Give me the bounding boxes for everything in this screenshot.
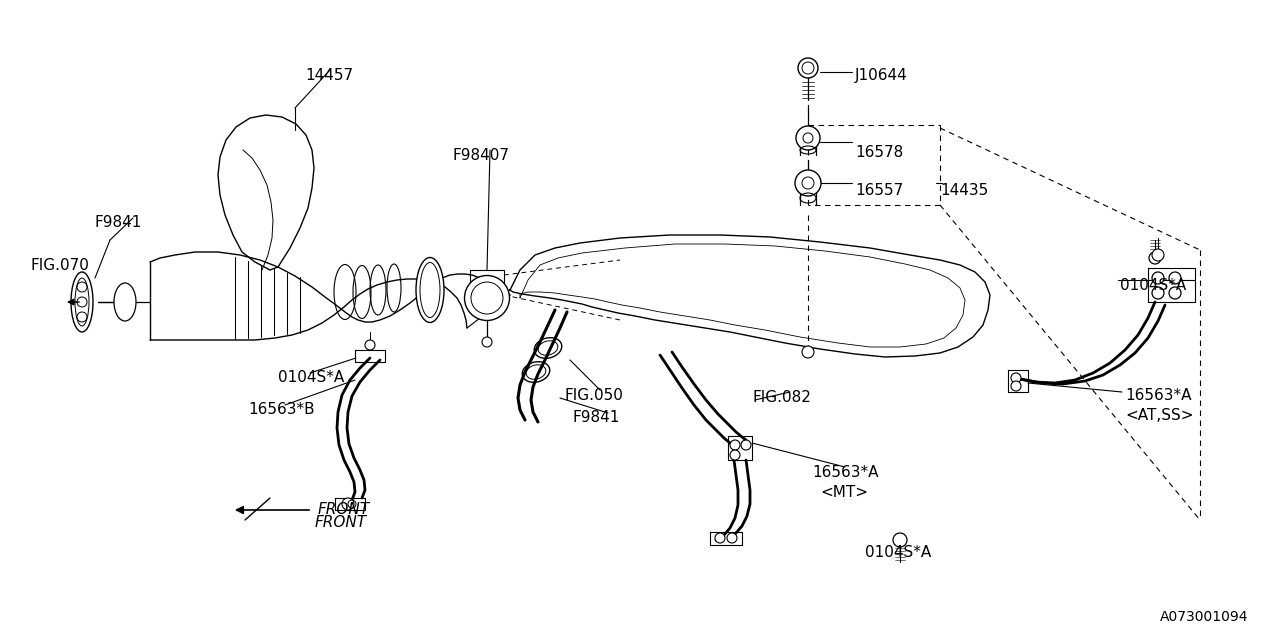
Text: 0104S*A: 0104S*A bbox=[865, 545, 932, 560]
Text: 16557: 16557 bbox=[855, 183, 904, 198]
Text: F9841: F9841 bbox=[573, 410, 621, 425]
Circle shape bbox=[1152, 249, 1164, 261]
Polygon shape bbox=[728, 436, 753, 460]
Circle shape bbox=[77, 297, 87, 307]
Polygon shape bbox=[1009, 370, 1028, 392]
Ellipse shape bbox=[70, 272, 93, 332]
Circle shape bbox=[727, 533, 737, 543]
Text: FIG.070: FIG.070 bbox=[29, 258, 88, 273]
Circle shape bbox=[77, 282, 87, 292]
Text: 16563*A: 16563*A bbox=[812, 465, 878, 480]
Circle shape bbox=[803, 177, 814, 189]
Text: A073001094: A073001094 bbox=[1160, 610, 1248, 624]
Circle shape bbox=[1152, 272, 1164, 284]
Circle shape bbox=[795, 170, 820, 196]
Circle shape bbox=[730, 440, 740, 450]
Circle shape bbox=[730, 450, 740, 460]
Polygon shape bbox=[1148, 268, 1196, 302]
Text: <MT>: <MT> bbox=[820, 485, 868, 500]
Text: 14457: 14457 bbox=[305, 68, 353, 83]
Polygon shape bbox=[710, 532, 742, 545]
Circle shape bbox=[803, 346, 814, 358]
Text: FIG.082: FIG.082 bbox=[753, 390, 812, 405]
Ellipse shape bbox=[416, 257, 444, 323]
Circle shape bbox=[1011, 381, 1021, 391]
Text: FRONT: FRONT bbox=[315, 515, 367, 530]
Text: F9841: F9841 bbox=[95, 215, 142, 230]
Circle shape bbox=[365, 340, 375, 350]
Text: FIG.050: FIG.050 bbox=[564, 388, 623, 403]
Circle shape bbox=[803, 62, 814, 74]
Text: 0104S*A: 0104S*A bbox=[1120, 278, 1187, 293]
Circle shape bbox=[716, 533, 724, 543]
Circle shape bbox=[1149, 252, 1161, 264]
Circle shape bbox=[797, 58, 818, 78]
Circle shape bbox=[342, 498, 355, 510]
Polygon shape bbox=[355, 350, 385, 362]
Circle shape bbox=[483, 337, 492, 347]
Ellipse shape bbox=[114, 283, 136, 321]
Circle shape bbox=[1169, 272, 1181, 284]
Text: 16578: 16578 bbox=[855, 145, 904, 160]
Circle shape bbox=[741, 440, 751, 450]
Text: 16563*B: 16563*B bbox=[248, 402, 315, 417]
Polygon shape bbox=[335, 498, 365, 510]
Circle shape bbox=[893, 533, 908, 547]
Text: 16563*A: 16563*A bbox=[1125, 388, 1192, 403]
Circle shape bbox=[483, 303, 492, 313]
Text: J10644: J10644 bbox=[855, 68, 908, 83]
Polygon shape bbox=[509, 235, 989, 357]
Text: F98407: F98407 bbox=[453, 148, 509, 163]
Circle shape bbox=[1011, 373, 1021, 383]
Text: 0104S*A: 0104S*A bbox=[278, 370, 344, 385]
Circle shape bbox=[803, 133, 813, 143]
Text: <AT,SS>: <AT,SS> bbox=[1125, 408, 1193, 423]
Text: 14435: 14435 bbox=[940, 183, 988, 198]
Circle shape bbox=[1152, 287, 1164, 299]
Text: FRONT: FRONT bbox=[317, 502, 370, 518]
Circle shape bbox=[796, 126, 820, 150]
Polygon shape bbox=[218, 115, 314, 270]
Circle shape bbox=[77, 312, 87, 322]
Ellipse shape bbox=[465, 275, 509, 321]
Circle shape bbox=[1169, 287, 1181, 299]
